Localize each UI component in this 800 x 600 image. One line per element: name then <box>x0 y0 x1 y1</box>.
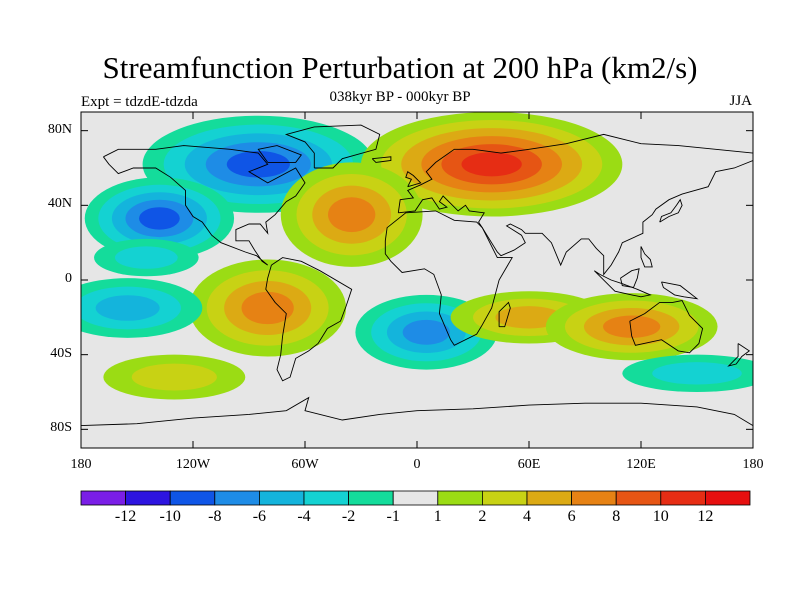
coastline-iceland <box>371 156 392 163</box>
colorbar-tick-label: -2 <box>341 508 356 525</box>
colorbar-swatch <box>169 490 216 506</box>
contour-south-atlantic-low <box>402 319 450 345</box>
coastline-africa <box>384 210 513 346</box>
coastline-borneo <box>620 268 640 289</box>
season-label: JJA <box>729 93 752 109</box>
colorbar-tick-label: -6 <box>252 508 267 525</box>
y-tick-label: 40S <box>50 345 72 361</box>
colorbar-tick-label: -10 <box>159 508 181 525</box>
colorbar-tick-label: 6 <box>567 508 576 525</box>
colorbar-tick-label: 4 <box>523 508 531 525</box>
contour-south-america-high <box>241 291 294 325</box>
y-tick-label: 80S <box>50 420 72 436</box>
contour-australia-high <box>603 315 661 338</box>
y-tick-label: 40N <box>47 196 72 212</box>
contour-south-pacific-low <box>95 295 160 321</box>
x-tick-label: 120W <box>175 457 211 472</box>
colorbar-swatch <box>615 490 662 506</box>
colorbar-swatch <box>392 490 439 506</box>
colorbar-tick-label: 10 <box>652 508 669 525</box>
y-tick-label: 0 <box>65 271 72 286</box>
x-tick-label: 60W <box>291 457 319 472</box>
colorbar-swatch <box>125 490 171 506</box>
colorbar-tick-label: -1 <box>386 508 400 525</box>
coastline-philippines <box>640 246 653 268</box>
coastline-eurasia <box>397 133 753 276</box>
chart-title: Streamfunction Perturbation at 200 hPa (… <box>102 50 698 85</box>
contour-southern-high <box>131 363 217 391</box>
coastlines <box>81 124 753 427</box>
contour-northeast-pacific-low <box>139 207 180 230</box>
contour-north-atlantic-high <box>328 197 376 233</box>
contour-field <box>81 112 753 400</box>
colorbar-tick-label: -4 <box>297 508 311 525</box>
colorbar-tick-label: 2 <box>478 508 487 525</box>
coastline-new-zealand <box>727 343 751 367</box>
colorbar-swatch <box>348 490 394 506</box>
contour-southern-ocean-low <box>652 362 742 385</box>
x-tick-label: 180 <box>742 457 764 472</box>
coastline-madagascar <box>498 301 511 328</box>
contour-central-pacific-low <box>114 246 178 269</box>
coastline-uk <box>405 170 422 188</box>
colorbar-swatch <box>660 490 706 506</box>
coastline-japan <box>659 198 683 223</box>
coastline-south-america <box>265 257 353 382</box>
contour-africa-south-high <box>495 306 563 329</box>
colorbar-swatch <box>258 490 305 506</box>
y-tick-label: 80N <box>47 121 72 137</box>
colorbar-tick-label: 1 <box>433 508 442 525</box>
colorbar-swatch <box>303 490 349 506</box>
colorbar-tick-label: 8 <box>612 508 621 525</box>
colorbar-tick-label: -12 <box>114 508 137 525</box>
contour-north-america-low <box>226 151 290 178</box>
coastline-north-america <box>103 145 306 266</box>
colorbar-tick-label: -8 <box>208 508 222 525</box>
colorbar-swatch <box>705 490 751 506</box>
colorbar-swatch <box>437 490 483 506</box>
x-tick-label: 0 <box>413 457 421 472</box>
colorbar-swatch <box>481 490 528 506</box>
experiment-label: Expt = tdzdE-tdzda <box>81 94 198 110</box>
colorbar <box>80 490 751 506</box>
colorbar-swatch <box>214 490 260 506</box>
colorbar-swatch <box>526 490 572 506</box>
colorbar-swatch <box>80 490 126 506</box>
colorbar-tick-label: 12 <box>697 508 714 525</box>
contour-eurasia-high <box>461 152 522 177</box>
coastline-greenland <box>284 124 381 169</box>
x-tick-label: 60E <box>517 457 541 472</box>
coastline-new-guinea <box>661 281 699 300</box>
colorbar-swatch <box>571 490 617 506</box>
coastline-australia <box>629 299 704 354</box>
x-tick-label: 120E <box>626 457 656 472</box>
x-tick-label: 180 <box>70 457 92 472</box>
axis-ticks <box>80 112 754 448</box>
coastline-baffin <box>257 145 303 163</box>
coastline-indonesia <box>593 270 652 298</box>
period-label: 038kyr BP - 000kyr BP <box>329 89 471 105</box>
coastline-antarctica <box>81 396 753 427</box>
